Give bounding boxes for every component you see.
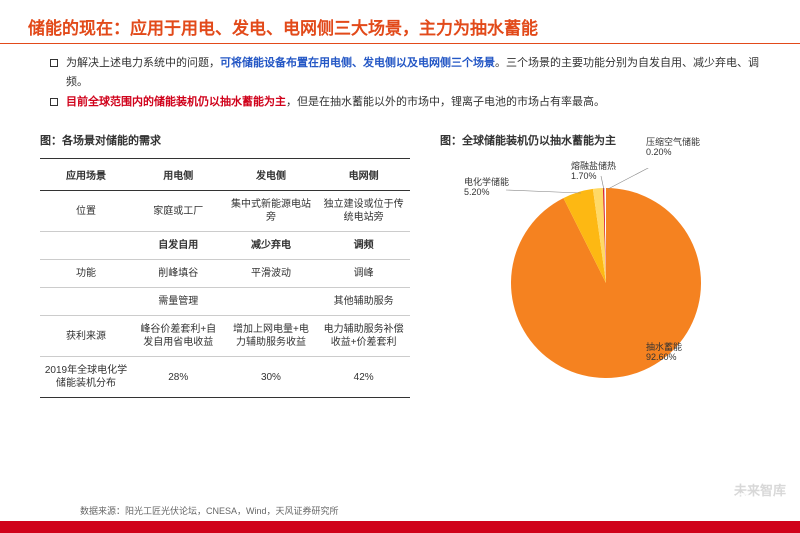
- bullet-icon: [50, 98, 58, 106]
- table-row: 自发自用减少弃电调频: [40, 232, 410, 260]
- pie-panel: 图：全球储能装机仍以抽水蓄能为主 抽水蓄能92.60% 电化学储能5.20% 熔融盐…: [440, 132, 772, 398]
- pie-label-3: 压缩空气储能0.20%: [646, 138, 700, 158]
- pie-label-2: 熔融盐储热1.70%: [571, 162, 616, 182]
- bullet-2: 目前全球范围内的储能装机仍以抽水蓄能为主，但是在抽水蓄能以外的市场中，锂离子电池…: [66, 93, 605, 112]
- th-grid: 电网侧: [317, 159, 410, 191]
- bullet-1: 为解决上述电力系统中的问题，可将储能设备布置在用电侧、发电侧以及电网侧三个场景。…: [66, 54, 760, 91]
- pie-label-1: 电化学储能5.20%: [464, 178, 509, 198]
- th-gen: 发电侧: [225, 159, 318, 191]
- th-scenario: 应用场景: [40, 159, 132, 191]
- watermark-xueqiu: 雪球: [732, 493, 788, 515]
- page-title: 储能的现在：应用于用电、发电、电网侧三大场景，主力为抽水蓄能: [0, 0, 800, 44]
- pie-chart: 抽水蓄能92.60%电化学储能5.20%熔融盐储热1.70%压缩空气储能0.20…: [456, 168, 756, 398]
- footer-bar: [0, 521, 800, 533]
- scenarios-table: 应用场景 用电侧 发电侧 电网侧 位置家庭或工厂集中式新能源电站旁独立建设或位于…: [40, 158, 410, 398]
- table-row: 获利来源峰谷价差套利+自发自用省电收益增加上网电量+电力辅助服务收益电力辅助服务…: [40, 316, 410, 357]
- table-panel: 图：各场景对储能的需求 应用场景 用电侧 发电侧 电网侧 位置家庭或工厂集中式新…: [40, 132, 410, 398]
- data-source: 数据来源：阳光工匠光伏论坛，CNESA，Wind，天风证券研究所: [80, 504, 339, 517]
- xueqiu-icon: [732, 493, 754, 515]
- pie-caption: 图：全球储能装机仍以抽水蓄能为主: [440, 132, 772, 148]
- table-caption: 图：各场景对储能的需求: [40, 132, 410, 148]
- pie-label-0: 抽水蓄能92.60%: [646, 343, 682, 363]
- table-row: 功能削峰填谷平滑波动调峰: [40, 260, 410, 288]
- pie-svg: [456, 168, 756, 398]
- bullet-icon: [50, 59, 58, 67]
- table-row: 需量管理其他辅助服务: [40, 288, 410, 316]
- bullet-list: 为解决上述电力系统中的问题，可将储能设备布置在用电侧、发电侧以及电网侧三个场景。…: [0, 44, 800, 112]
- table-row: 位置家庭或工厂集中式新能源电站旁独立建设或位于传统电站旁: [40, 191, 410, 232]
- th-user: 用电侧: [132, 159, 225, 191]
- table-row: 2019年全球电化学储能装机分布28%30%42%: [40, 357, 410, 398]
